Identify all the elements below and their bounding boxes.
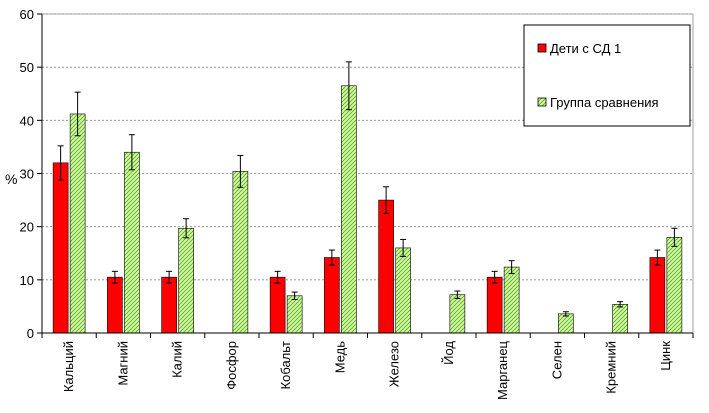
category-label: Селен: [549, 341, 564, 379]
category-label: Марганец: [495, 340, 510, 400]
bar-series-2-9: [558, 313, 574, 334]
legend-label-series-1: Дети с СД 1: [550, 41, 621, 56]
bar-series-1-5: [324, 257, 340, 334]
y-tick-label: 10: [20, 273, 34, 288]
bar-series-1-4: [269, 276, 286, 334]
bar-series-2-0: [69, 113, 86, 334]
bar-series-2-1: [124, 151, 140, 334]
legend: Дети с СД 1 Группа сравнения: [523, 24, 691, 127]
y-tick-label: 0: [27, 326, 34, 341]
category-label: Кобальт: [278, 341, 293, 390]
category-label: Фосфор: [224, 341, 239, 390]
category-label: Калий: [170, 341, 185, 378]
category-label: Цинк: [658, 341, 673, 371]
bar-series-2-10: [612, 303, 628, 334]
bar-series-2-3: [232, 171, 249, 334]
y-tick-labels: 0 10 20 30 40 50 60: [20, 7, 34, 341]
bar-series-1-1: [107, 276, 123, 334]
bar-series-2-7: [449, 294, 466, 334]
bar-series-1-6: [378, 199, 394, 334]
legend-box: [523, 24, 691, 127]
bar-series-1-8: [486, 276, 503, 334]
legend-swatch-series-1: [537, 43, 547, 53]
category-labels: Кальций Магний Калий Фосфор Кобальт Медь Желез…: [61, 340, 673, 400]
legend-label-series-2: Группа сравнения: [550, 95, 659, 110]
bar-series-1-2: [161, 276, 177, 334]
y-tick-label: 40: [20, 113, 34, 128]
category-label: Кремний: [604, 341, 619, 394]
legend-swatch-series-2: [537, 97, 547, 107]
y-axis-label: %: [5, 171, 17, 187]
bars: [52, 61, 683, 334]
bar-series-2-8: [503, 266, 520, 334]
bar-series-1-11: [649, 257, 666, 334]
bar-series-1-0: [52, 162, 69, 334]
category-label: Магний: [115, 341, 130, 386]
category-label: Железо: [387, 341, 402, 387]
category-label: Медь: [332, 341, 347, 374]
bar-series-2-4: [286, 295, 303, 334]
y-tick-label: 20: [20, 220, 34, 235]
y-tick-label: 30: [20, 167, 34, 182]
y-tick-label: 50: [20, 60, 34, 75]
axes: [37, 13, 694, 338]
category-label: Кальций: [61, 341, 76, 392]
bar-series-2-6: [395, 247, 411, 334]
bar-series-2-5: [341, 85, 357, 334]
bar-series-2-2: [178, 227, 194, 334]
category-label: Йод: [441, 341, 456, 365]
bar-series-2-11: [666, 237, 683, 334]
y-tick-label: 60: [20, 7, 34, 22]
